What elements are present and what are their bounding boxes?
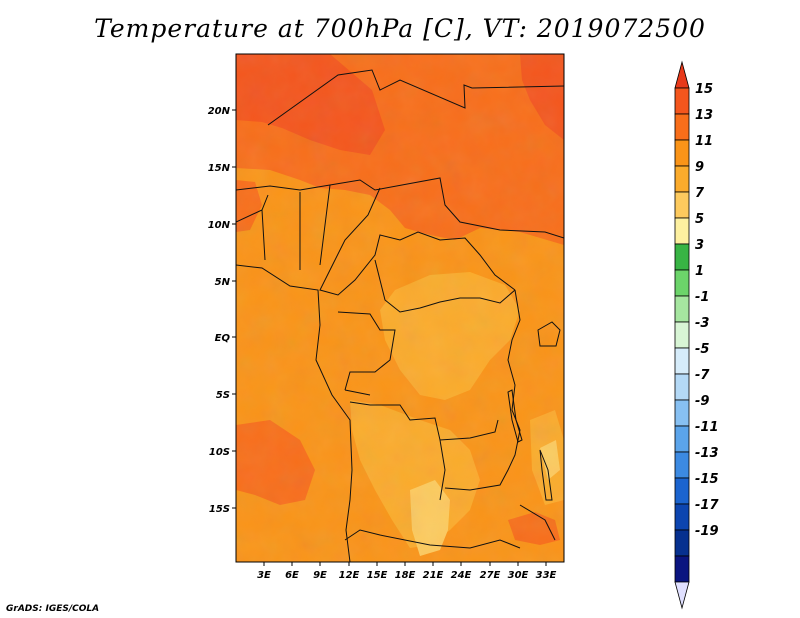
lat-tick-label: 10N	[208, 220, 231, 231]
lon-tick-label: 3E	[257, 570, 271, 581]
colorbar-label: 13	[695, 108, 713, 123]
lon-tick-label: 30E	[508, 570, 529, 581]
lon-tick-label: 18E	[395, 570, 416, 581]
colorbar-label: -5	[695, 342, 709, 357]
colorbar-swatch	[674, 503, 690, 531]
lon-tick-label: 9E	[313, 570, 327, 581]
colorbar-label: -13	[695, 446, 719, 461]
lat-tick-label: 20N	[208, 106, 231, 117]
field-texture	[236, 54, 564, 562]
colorbar-label: -11	[695, 420, 719, 435]
colorbar-swatch	[674, 477, 690, 505]
colorbar-label: 9	[695, 160, 704, 175]
colorbar-label: 1	[695, 264, 704, 279]
colorbar-swatch	[674, 139, 690, 167]
colorbar-swatch	[674, 451, 690, 479]
longitude-axis: 3E 6E 9E 12E 15E 18E 21E 24E 27E 30E 33E	[257, 562, 557, 581]
lon-tick-label: 24E	[451, 570, 472, 581]
colorbar-swatch	[674, 165, 690, 193]
colorbar-swatch	[674, 295, 690, 323]
lon-tick-label: 21E	[423, 570, 444, 581]
border-drc-angola	[349, 401, 499, 501]
colorbar-label: 11	[695, 134, 713, 149]
lake-tanganyika	[507, 389, 523, 443]
colorbar-swatch	[674, 269, 690, 297]
border-west-africa	[236, 184, 331, 270]
lat-tick-label: 15S	[209, 504, 230, 515]
lon-tick-label: 15E	[367, 570, 388, 581]
colorbar-swatch	[674, 555, 690, 583]
latitude-axis: 20N 15N 10N 5N EQ 5S 10S 15S	[208, 106, 236, 515]
coastline-west	[236, 264, 353, 562]
lat-tick-label: 5N	[215, 277, 231, 288]
chart-title: Temperature at 700hPa [C], VT: 201907250…	[94, 14, 706, 43]
colorbar-label: -19	[695, 524, 719, 539]
colorbar-label: -9	[695, 394, 709, 409]
colorbar-label: 5	[695, 212, 704, 227]
plot-frame	[235, 53, 565, 563]
lake-malawi	[539, 449, 553, 501]
colorbar-label: -7	[695, 368, 710, 383]
colorbar-swatch	[674, 191, 690, 219]
colorbar-swatch	[674, 321, 690, 349]
colorbar-bottom-arrow	[674, 581, 690, 610]
grads-credit: GrADS: IGES/COLA	[6, 604, 100, 614]
colorbar-label: -3	[695, 316, 709, 331]
colorbar-swatch	[674, 113, 690, 141]
colorbar-swatch	[674, 373, 690, 401]
lon-tick-label: 6E	[285, 570, 299, 581]
border-south	[344, 504, 556, 549]
colorbar-swatch	[674, 87, 690, 115]
colorbar-swatch	[674, 529, 690, 557]
lake-victoria	[537, 321, 561, 347]
lon-tick-label: 27E	[480, 570, 501, 581]
colorbar-label: 3	[695, 238, 704, 253]
lon-tick-label: 12E	[339, 570, 360, 581]
lat-tick-label: 10S	[209, 447, 230, 458]
colorbar-label: -1	[695, 290, 709, 305]
colorbar-label: -15	[695, 472, 719, 487]
border-nigeria-cameroon	[319, 187, 516, 296]
colorbar-label: -17	[695, 498, 719, 513]
lon-tick-label: 33E	[536, 570, 557, 581]
border-sahara-north	[267, 69, 564, 126]
lat-tick-label: EQ	[215, 333, 231, 344]
border-sahel	[236, 177, 564, 239]
lat-tick-label: 5S	[216, 390, 230, 401]
colorbar-swatch	[674, 347, 690, 375]
border-car-drc	[374, 259, 516, 313]
colorbar-swatch	[674, 399, 690, 427]
colorbar-swatch	[674, 217, 690, 245]
lat-tick-label: 15N	[208, 163, 231, 174]
border-congo-gabon	[337, 311, 396, 396]
country-borders	[236, 69, 564, 562]
temperature-field	[236, 54, 564, 562]
colorbar-swatch	[674, 243, 690, 271]
colorbar-label: 15	[695, 82, 713, 97]
colorbar-swatch	[674, 425, 690, 453]
colorbar-top-arrow	[674, 60, 690, 89]
colorbar: 15 13 11 9 7 5 3 1 -1 -3 -5 -7 -9 -11 -13 -15 -17 -19	[674, 60, 719, 610]
colorbar-label: 7	[695, 186, 705, 201]
